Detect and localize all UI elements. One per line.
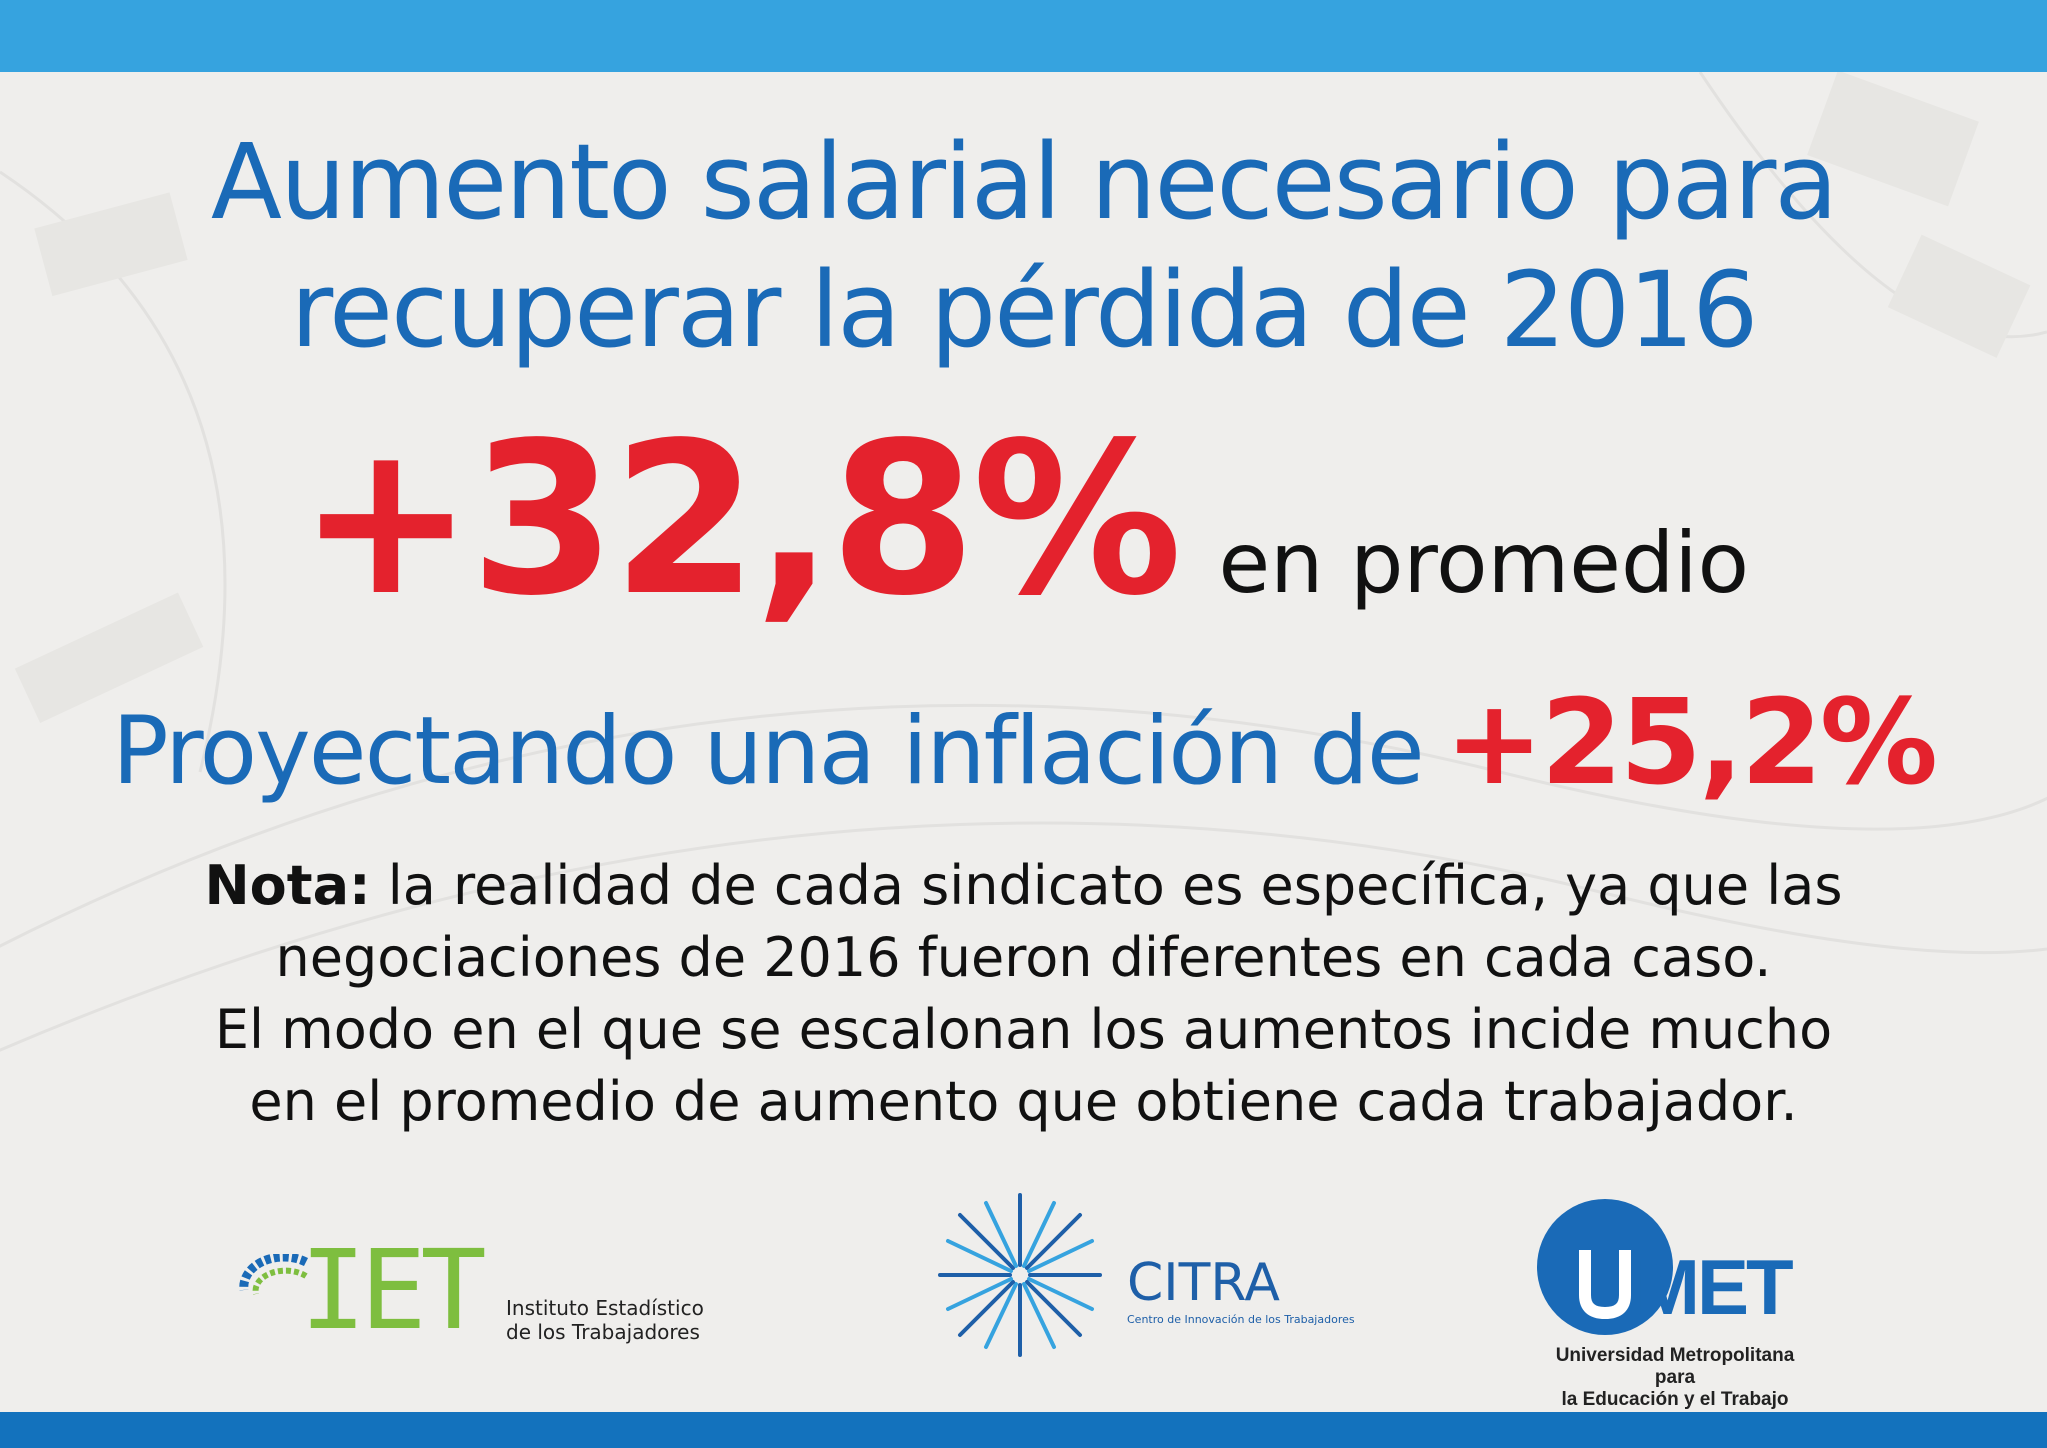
note-line-1: Nota: la realidad de cada sindicato es e… [60, 850, 1987, 922]
iet-emblem-icon [239, 1254, 309, 1295]
headline-value: +32,8% [297, 397, 1182, 642]
umet-subtitle-1: Universidad Metropolitana para [1555, 1345, 1795, 1388]
citra-name: CITRA [1127, 1253, 1281, 1313]
top-bar [0, 0, 2047, 72]
title-line-2: recuperar la pérdida de 2016 [290, 249, 1759, 371]
note-line-3: El modo en el que se escalonan los aumen… [214, 998, 1833, 1061]
bottom-bar [0, 1412, 2047, 1448]
citra-starburst-icon [938, 1193, 1102, 1357]
note-line-2: negociaciones de 2016 fueron diferentes … [275, 926, 1772, 989]
umet-name: MET [1635, 1243, 1794, 1331]
iet-subtitle: Instituto Estadístico de los Trabajadore… [506, 1296, 704, 1344]
page-title: Aumento salarial necesario para recupera… [0, 118, 2047, 374]
note-prefix: Nota: [204, 854, 371, 917]
headline-label: en promedio [1218, 514, 1750, 612]
citra-subtitle: Centro de Innovación de los Trabajadores [1127, 1313, 1355, 1326]
note-line-1-text: la realidad de cada sindicato es específ… [370, 854, 1843, 917]
inflation-line: Proyectando una inflación de +25,2% [0, 672, 2047, 812]
umet-circle-icon [1537, 1199, 1673, 1335]
headline: +32,8% en promedio [0, 410, 2047, 630]
background-decoration [0, 72, 2047, 1052]
umet-subtitle: Universidad Metropolitana para la Educac… [1545, 1345, 1805, 1411]
iet-subtitle-1: Instituto Estadístico [506, 1296, 704, 1320]
umet-subtitle-2: la Educación y el Trabajo [1561, 1389, 1789, 1410]
inflation-label: Proyectando una inflación de [111, 697, 1425, 806]
title-line-1: Aumento salarial necesario para [210, 121, 1838, 243]
note: Nota: la realidad de cada sindicato es e… [60, 850, 1987, 1138]
iet-name: IET [300, 1226, 487, 1354]
inflation-value: +25,2% [1444, 673, 1938, 811]
umet-logo: MET Universidad Metropolitana para la Ed… [1535, 1195, 1825, 1410]
citra-logo: CITRA Centro de Innovación de los Trabaj… [935, 1193, 1355, 1357]
iet-subtitle-2: de los Trabajadores [506, 1320, 700, 1344]
iet-logo: IET Instituto Estadístico de los Trabaja… [236, 1230, 706, 1350]
note-line-4: en el promedio de aumento que obtiene ca… [249, 1070, 1798, 1133]
